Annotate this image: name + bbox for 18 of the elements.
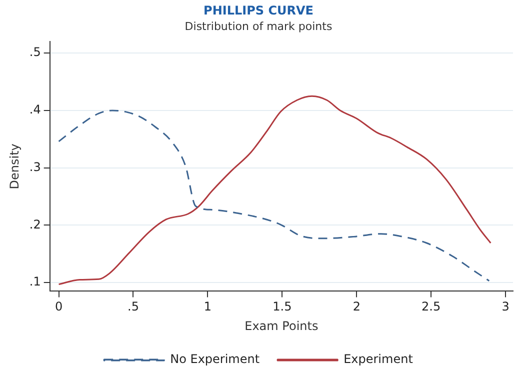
x-tick-label: 2.5 — [422, 300, 441, 314]
legend-label: Experiment — [344, 352, 414, 366]
x-tick-label: .5 — [128, 300, 139, 314]
y-tick-label: .4 — [29, 102, 41, 117]
x-tick-label: 0 — [54, 300, 63, 314]
x-axis-title: Exam Points — [244, 318, 318, 333]
y-tick-label: .1 — [29, 274, 41, 289]
x-tick-label: 3 — [502, 300, 510, 314]
chart-title: PHILLIPS CURVE — [204, 3, 314, 18]
chart-subtitle: Distribution of mark points — [184, 20, 332, 33]
y-tick-label: .2 — [29, 217, 41, 232]
y-tick-label: .5 — [29, 45, 41, 60]
legend-label: No Experiment — [170, 352, 260, 366]
y-tick-label: .3 — [29, 160, 41, 174]
x-tick-label: 1 — [204, 300, 212, 314]
x-tick-label: 2 — [352, 300, 360, 314]
y-axis-title: Density — [7, 144, 22, 190]
x-tick-label: 1.5 — [272, 300, 292, 314]
